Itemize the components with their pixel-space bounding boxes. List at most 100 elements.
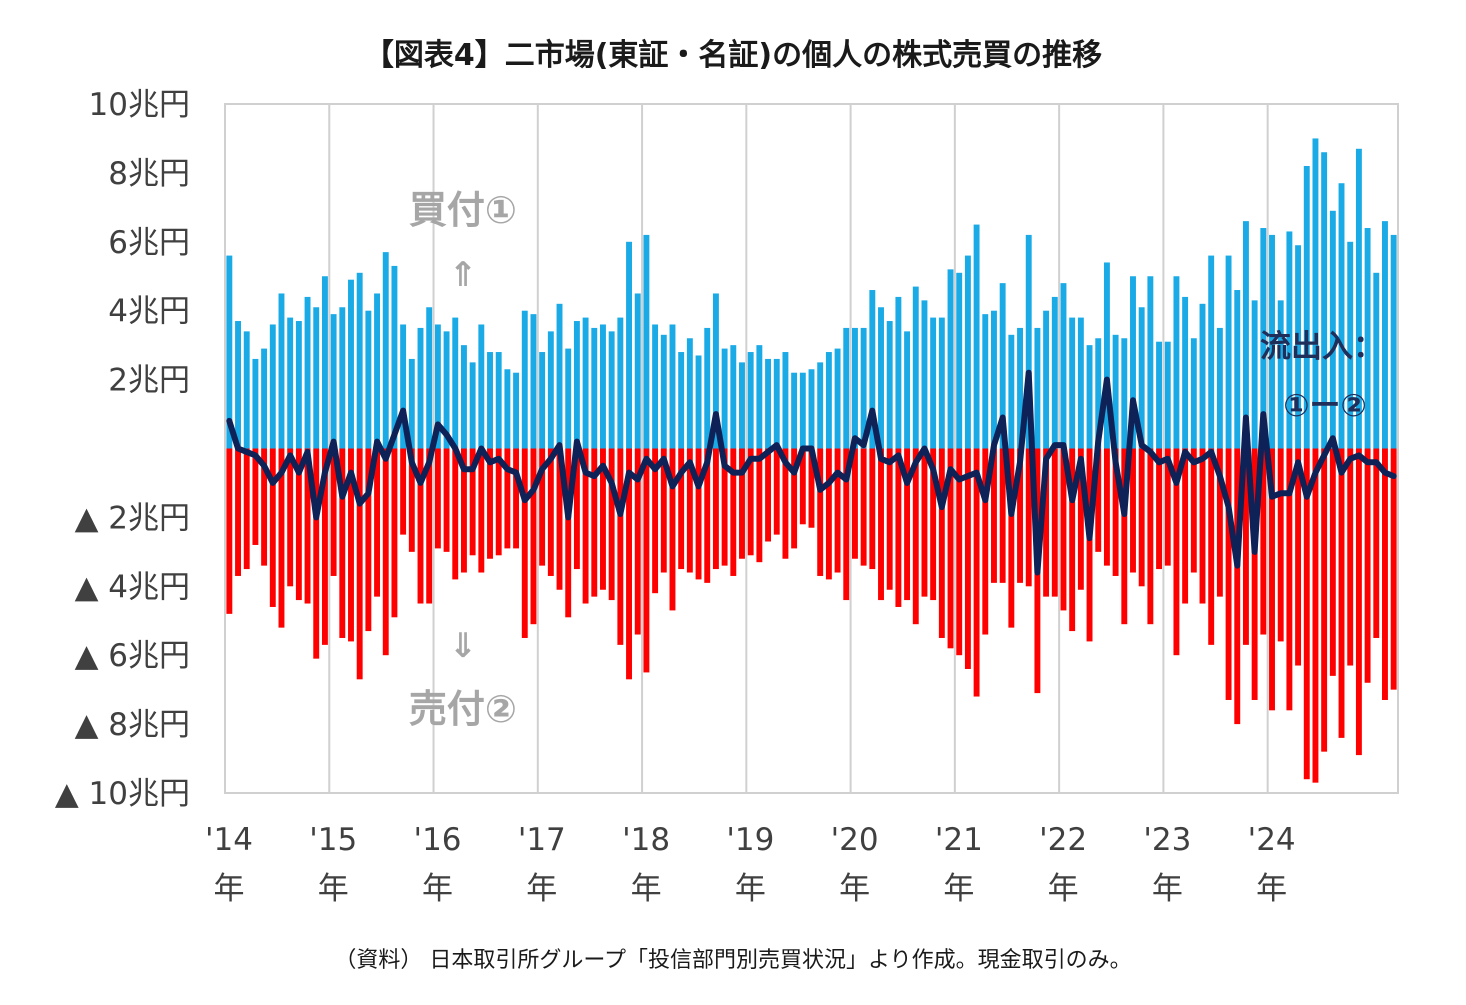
sell-bar [434,448,441,549]
sell-bar [443,448,450,552]
buy-bar [1121,338,1128,449]
x-tick-label: '15 [309,822,357,858]
sell-bar [495,448,502,556]
buy-bar [1173,276,1180,449]
buy-bar [912,286,919,449]
sell-label: 売付② [409,687,517,731]
buy-bar [652,324,659,449]
sell-bar [582,448,589,604]
sell-bar [773,448,780,535]
buy-bar [1130,276,1136,449]
buy-bar [565,348,572,449]
sell-bar [1329,448,1336,676]
buy-bar [999,283,1006,449]
buy-series [226,138,1397,449]
buy-bar [1338,183,1345,449]
buy-bar [513,372,520,449]
buy-bar [1251,300,1258,449]
x-tick-suffix: 年 [214,871,245,907]
sell-bar [704,448,711,583]
sell-bar [295,448,302,601]
buy-bar [1086,345,1093,449]
sell-bar [1017,448,1023,583]
net-flow-formula: ①ー② [1283,388,1367,424]
sell-bar [1234,448,1241,725]
sell-bar [817,448,824,576]
buy-bar [434,324,441,449]
sell-bar [904,448,911,601]
buy-bar [1321,152,1328,449]
x-tick-suffix: 年 [631,871,662,907]
plot-area-border [224,103,1399,794]
buy-arrow-icon: ⇑ [449,255,478,295]
buy-bar [964,255,971,449]
buy-bar [1077,317,1084,449]
sell-bar [739,448,745,559]
buy-bar [1156,341,1163,449]
buy-bar [1164,341,1171,449]
buy-bar [452,317,459,449]
sell-bar [313,448,320,659]
buy-bar [791,372,798,449]
sell-bar [678,448,685,570]
x-tick-label: '18 [622,822,670,858]
buy-bar [817,362,824,449]
x-tick-suffix: 年 [1256,871,1287,907]
x-tick-suffix: 年 [526,871,557,907]
sell-bar [539,448,546,566]
buy-bar [1390,234,1397,449]
sell-bar [339,448,346,638]
sell-bar [426,448,433,604]
buy-bar [686,338,693,449]
sell-bar [565,448,572,618]
buy-bar [330,314,337,449]
buy-bar [1112,334,1119,449]
buy-bar [782,352,789,449]
buy-bar [1355,148,1362,449]
sell-bar [799,448,806,525]
sell-bar [1069,448,1076,632]
buy-bar [938,317,945,449]
sell-bar [600,448,606,590]
sell-bar [1277,448,1284,642]
net-flow-series [226,369,1397,576]
buy-bar [417,327,424,449]
buy-bar [408,358,415,449]
sell-bar [1373,448,1380,638]
sell-bar [591,448,598,597]
y-tick-label: ▲ 8兆円 [75,707,190,743]
buy-bar [695,355,702,449]
buy-bar [539,352,546,449]
sell-bar [1103,448,1110,566]
sell-bar [1043,448,1050,597]
buy-bar [1234,290,1241,449]
buy-bar [313,307,320,449]
buy-bar [382,252,389,449]
buy-bar [1025,234,1032,449]
sell-bar [982,448,989,635]
buy-bar [1277,300,1284,449]
buy-bar [1095,338,1102,449]
buy-bar [721,348,728,449]
buy-bar [878,307,884,449]
sell-bar [1382,448,1388,700]
x-tick-label: '20 [831,822,879,858]
sell-bar [521,448,528,638]
x-tick-label: '14 [205,822,253,858]
buy-bar [1225,255,1232,449]
buy-bar [921,300,928,449]
buy-bar [1312,138,1319,449]
buy-bar [573,321,580,449]
sell-bar [956,448,963,656]
buy-bar [1008,334,1015,449]
sell-bar [825,448,832,580]
sell-bar [1112,448,1119,576]
sell-bar [348,448,354,642]
sell-bar [1242,448,1249,645]
buy-bar [712,293,719,449]
y-axis: 10兆円 8兆円 6兆円 4兆円 2兆円 ▲ 2兆円 ▲ 4兆円 ▲ 6兆円 ▲ 8兆円 ▲ 10… [55,87,190,812]
buy-bar [521,310,528,449]
buy-bar [1260,228,1267,449]
sell-bar [400,448,407,535]
